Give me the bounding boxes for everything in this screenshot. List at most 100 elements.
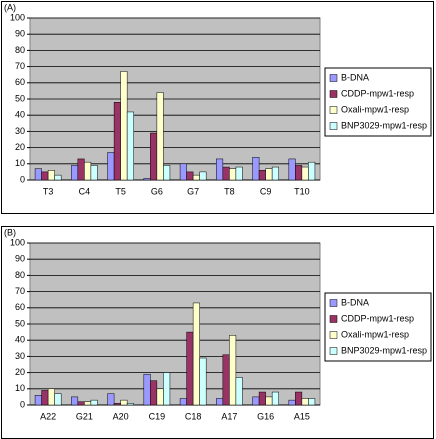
y-tick-label: 10 [15,158,25,168]
legend-label: BNP3029-mpw1-resp [341,345,427,355]
legend-label: Oxali-mpw1-resp [341,329,409,339]
bar [192,174,200,181]
bar [54,174,62,181]
bar [54,393,62,406]
legend-swatch [329,90,338,98]
bar [34,168,42,181]
bar [199,357,207,406]
x-tick-label: A22 [40,411,56,421]
bar [295,391,303,406]
bar [150,380,158,406]
x-tick-label: G16 [257,411,274,421]
bar [156,388,164,406]
bar [222,354,230,406]
bar [271,391,279,406]
bar [47,170,55,181]
bar [90,399,98,406]
bar [252,396,260,406]
x-tick-label: T5 [115,186,126,196]
bar [258,170,266,181]
bar [71,165,79,181]
y-tick-label: 60 [15,77,25,87]
legend-swatch [329,331,338,339]
bar [258,391,266,406]
panel-label: (A) [4,2,16,12]
y-tick-label: 90 [15,29,25,39]
bar [186,331,194,406]
bar [192,302,200,406]
x-tick-label: G7 [187,186,199,196]
bar [77,401,85,406]
x-tick-label: G6 [151,186,163,196]
bar [143,178,151,181]
bar [265,396,273,406]
y-tick-label: 90 [15,254,25,264]
y-tick-label: 30 [15,126,25,136]
bar [71,396,79,406]
bar [126,111,134,181]
legend-swatch [329,74,338,82]
bar [235,377,243,406]
bar [265,168,273,181]
x-tick-label: T3 [43,186,54,196]
y-tick-label: 0 [20,399,25,409]
bar [107,393,115,406]
legend-label: B-DNA [341,297,369,307]
bar [199,171,207,181]
bar [163,372,171,406]
bar [107,152,115,181]
legend-swatch [329,299,338,307]
y-tick-label: 60 [15,302,25,312]
y-tick-label: 20 [15,367,25,377]
x-tick-label: A20 [113,411,129,421]
bar [288,158,296,181]
legend-box [324,67,432,137]
bar [308,398,316,406]
legend-label: Oxali-mpw1-resp [341,104,409,114]
bar [41,171,49,181]
bar [47,388,55,406]
bar [41,390,49,406]
y-tick-label: 20 [15,142,25,152]
x-tick-label: C19 [149,411,166,421]
legend-label: BNP3029-mpw1-resp [341,120,427,130]
y-tick-label: 100 [10,12,25,22]
bar [288,399,296,406]
legend-label: CDDP-mpw1-resp [341,313,414,323]
legend-swatch [329,315,338,323]
bar [186,171,194,181]
y-tick-label: 10 [15,383,25,393]
bar [216,158,224,181]
y-tick-label: 40 [15,110,25,120]
legend-label: CDDP-mpw1-resp [341,88,414,98]
bar [77,158,85,181]
bar [120,399,128,406]
bar [84,161,92,181]
bar [113,101,121,181]
bar [150,132,158,181]
y-tick-label: 70 [15,286,25,296]
bar [126,403,134,406]
bar [229,168,237,181]
x-tick-label: C9 [260,186,272,196]
bar [163,165,171,181]
x-tick-label: A15 [294,411,310,421]
bar [179,398,187,406]
bar [113,403,121,406]
x-tick-label: A17 [221,411,237,421]
y-tick-label: 30 [15,351,25,361]
y-tick-label: 80 [15,45,25,55]
bar [90,165,98,181]
legend-swatch [329,347,338,355]
x-tick-label: T8 [224,186,235,196]
legend-swatch [329,106,338,114]
y-tick-label: 50 [15,93,25,103]
y-tick-label: 70 [15,61,25,71]
x-tick-label: C18 [185,411,202,421]
x-tick-label: G21 [76,411,93,421]
y-tick-label: 0 [20,174,25,184]
bar [143,373,151,406]
bar [295,165,303,181]
legend-label: B-DNA [341,72,369,82]
